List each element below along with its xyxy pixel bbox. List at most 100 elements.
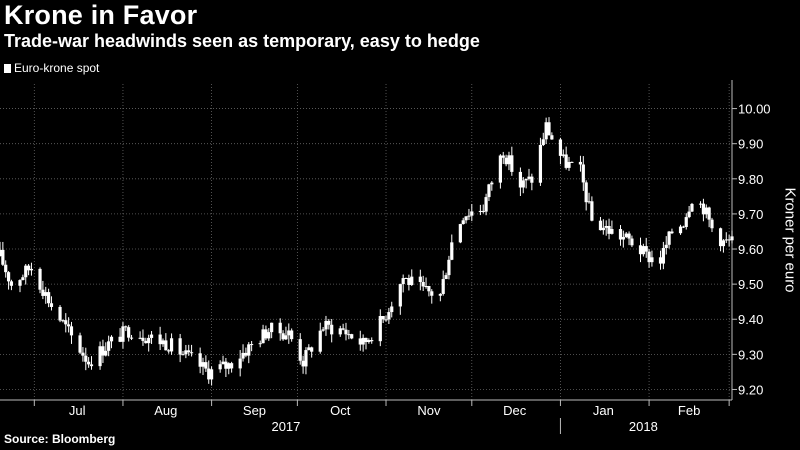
candle-body: [521, 180, 525, 188]
candle-body: [598, 220, 603, 231]
candle-body: [450, 242, 454, 260]
candle-body: [41, 289, 45, 296]
legend-label: Euro-krone spot: [14, 61, 100, 75]
x-year-label: 2017: [271, 419, 300, 434]
candle-body: [401, 278, 405, 285]
candle-body: [304, 350, 308, 367]
candle-body: [541, 139, 545, 145]
candle-body: [58, 306, 62, 321]
candle-body: [344, 329, 348, 335]
candle-body: [624, 233, 628, 237]
y-tick-label: 10.00: [738, 102, 771, 117]
candle-body: [650, 257, 654, 263]
candle-body: [438, 293, 442, 296]
chart-subtitle: Trade-war headwinds seen as temporary, e…: [4, 31, 480, 51]
candle-body: [478, 210, 482, 212]
candle-body: [84, 355, 88, 362]
candle-body: [18, 280, 22, 286]
candle-body: [324, 320, 328, 330]
candle-body: [64, 320, 68, 325]
candle-body: [247, 344, 251, 356]
y-tick-label: 9.70: [738, 207, 763, 222]
candle-body: [224, 361, 228, 369]
candle-body: [461, 220, 465, 225]
candle-body: [564, 154, 568, 168]
candle-body: [590, 201, 594, 221]
candle-body: [307, 347, 311, 351]
candle-body: [630, 238, 634, 246]
candle-body: [510, 155, 514, 172]
candle-body: [701, 203, 706, 215]
y-tick-label: 9.90: [738, 137, 763, 152]
candle-body: [104, 350, 108, 356]
candle-body: [347, 334, 351, 336]
candle-body: [370, 340, 374, 342]
candle-body: [78, 335, 82, 353]
candle-body: [310, 347, 314, 352]
candle-body: [230, 363, 234, 369]
candle-body: [610, 229, 614, 234]
y-tick-label: 9.40: [738, 312, 763, 327]
candle-body: [658, 257, 663, 264]
candle-body: [227, 363, 231, 369]
candle-body: [287, 330, 291, 336]
candle-body: [21, 277, 25, 281]
candle-body: [49, 303, 54, 307]
candle-body: [601, 227, 605, 231]
candle-body: [447, 259, 451, 276]
candle-body: [69, 326, 74, 336]
candle-body: [398, 284, 402, 307]
y-axis-title: Kroner per euro: [781, 187, 799, 293]
candle-body: [9, 281, 14, 286]
candle-body: [490, 182, 494, 185]
candle-body: [561, 154, 565, 156]
candle-body: [710, 219, 714, 229]
y-tick-label: 9.80: [738, 172, 763, 187]
candle-body: [89, 364, 94, 367]
candle-body: [201, 362, 205, 367]
candle-body: [427, 285, 431, 292]
candle-body: [484, 197, 488, 212]
candle-body: [301, 360, 305, 367]
candle-body: [367, 340, 371, 343]
candle-body: [638, 245, 643, 255]
candle-body: [627, 233, 631, 239]
candle-body: [524, 178, 528, 181]
candle-body: [444, 275, 448, 280]
candle-body: [390, 306, 394, 313]
candle-body: [684, 217, 688, 227]
candle-body: [244, 352, 248, 356]
candle-body: [184, 350, 188, 355]
candle-body: [381, 316, 385, 320]
candle-body: [270, 322, 274, 333]
candle-body: [430, 291, 434, 296]
candle-body: [87, 361, 91, 365]
candle-body: [407, 278, 411, 285]
candle-body: [587, 201, 591, 203]
candle-body: [241, 352, 245, 359]
candle-body: [530, 176, 534, 183]
x-month-label: Nov: [417, 403, 441, 418]
candle-body: [704, 207, 708, 215]
candle-body: [24, 265, 28, 278]
candle-body: [61, 320, 65, 322]
candle-body: [581, 164, 585, 183]
candle-body: [527, 176, 531, 179]
candle-body: [681, 226, 685, 228]
x-month-label: Jan: [593, 403, 614, 418]
candle-body: [207, 368, 211, 380]
candle-body: [558, 139, 563, 156]
y-tick-label: 9.20: [738, 382, 763, 397]
candle-body: [204, 362, 208, 369]
candle-body: [341, 328, 345, 330]
candle-body: [644, 246, 648, 252]
candle-body: [570, 161, 574, 163]
x-month-label: Oct: [330, 403, 351, 418]
candle-body: [158, 334, 162, 345]
candle-body: [458, 224, 462, 243]
x-month-label: Aug: [154, 403, 177, 418]
candle-body: [350, 334, 354, 339]
candle-body: [167, 350, 171, 352]
candle-body: [161, 340, 165, 345]
candle-body: [258, 343, 262, 345]
